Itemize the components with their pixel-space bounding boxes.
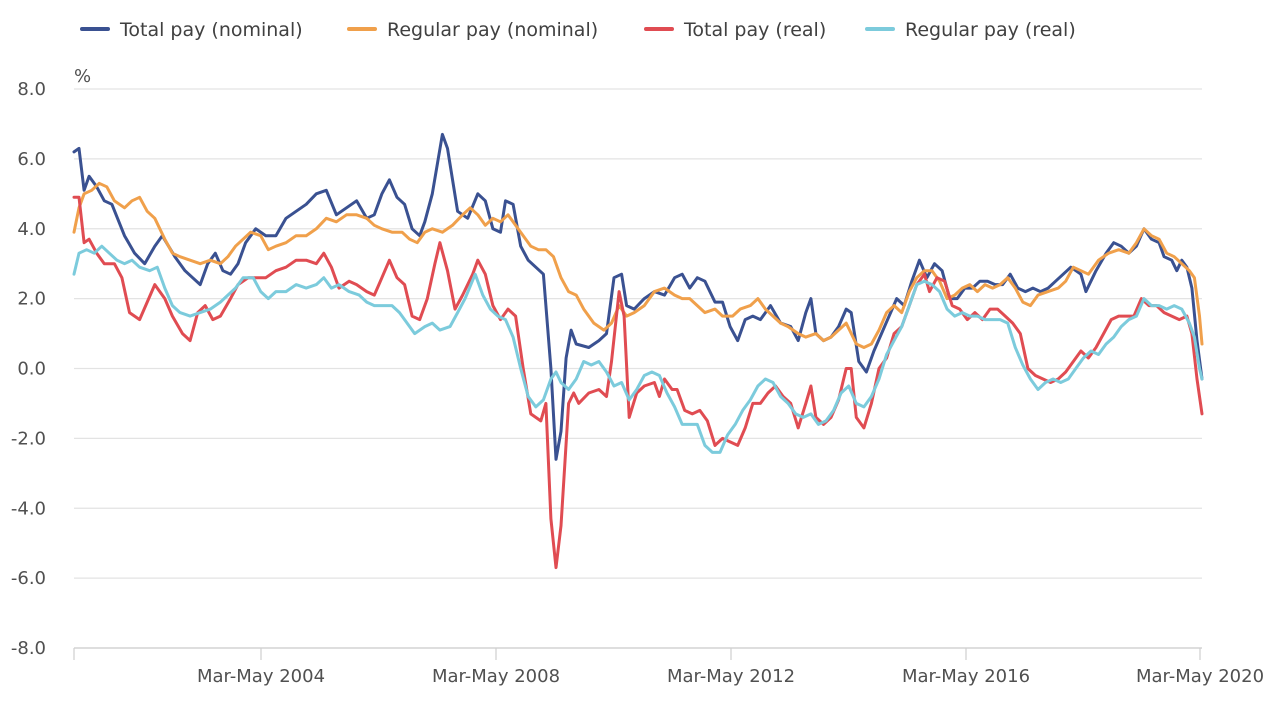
y-tick-label: 2.0 (17, 289, 46, 310)
x-tick-label: Mar-May 2012 (667, 666, 795, 687)
legend: Total pay (nominal) Regular pay (nominal)… (80, 19, 1076, 41)
series-line-2 (72, 181, 1204, 349)
legend-label: Total pay (real) (683, 19, 826, 41)
legend-label: Regular pay (real) (905, 19, 1076, 41)
series-line-3 (72, 195, 1204, 570)
y-tick-label: 8.0 (17, 79, 46, 100)
x-tick-label: Mar-May 2016 (902, 666, 1030, 687)
y-tick-label: 4.0 (17, 219, 46, 240)
x-tick-label: Mar-May 2008 (432, 666, 560, 687)
y-tick-label: -6.0 (11, 568, 46, 589)
series-lines (72, 132, 1204, 570)
y-axis-unit-label: % (74, 66, 91, 87)
legend-label: Regular pay (nominal) (387, 19, 598, 41)
y-tick-label: -4.0 (11, 498, 46, 519)
y-tick-label: -2.0 (11, 428, 46, 449)
y-axis-ticks: 8.0 6.0 4.0 2.0 0.0 -2.0 -4.0 -6.0 -8.0 (11, 79, 46, 659)
series-line-1 (72, 132, 1204, 461)
y-tick-label: -8.0 (11, 638, 46, 659)
gridlines (74, 88, 1202, 649)
y-tick-label: 0.0 (17, 359, 46, 380)
x-tick-label: Mar-May 2004 (197, 666, 325, 687)
legend-label: Total pay (nominal) (119, 19, 303, 41)
x-axis: Mar-May 2004 Mar-May 2008 Mar-May 2012 Mar-… (73, 647, 1263, 687)
x-tick-label: Mar-May 2020 (1136, 666, 1263, 687)
y-tick-label: 6.0 (17, 149, 46, 170)
series-line-4 (72, 244, 1204, 454)
